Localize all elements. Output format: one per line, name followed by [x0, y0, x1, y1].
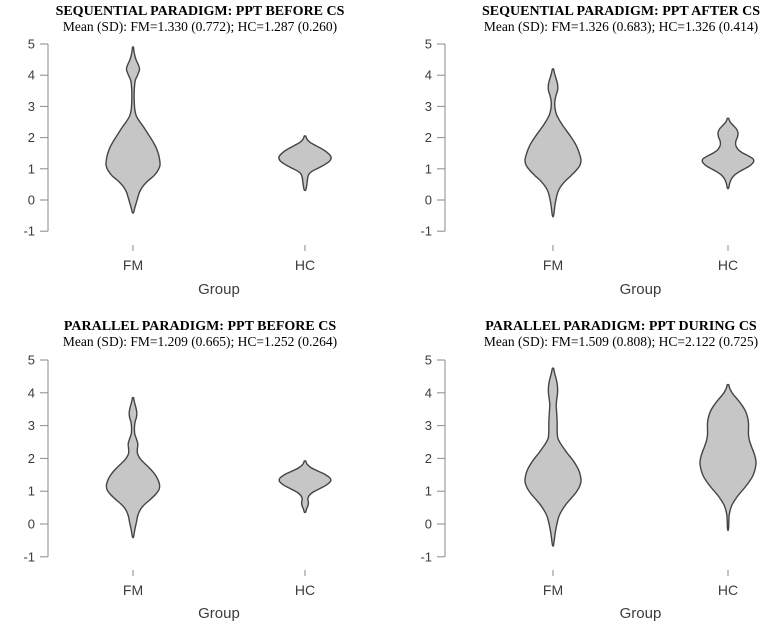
panel-subtitle: Mean (SD): FM=1.330 (0.772); HC=1.287 (0…	[63, 19, 337, 34]
y-tick-label: 2	[425, 130, 432, 145]
panel-parallel-ppt-during: PARALLEL PARADIGM: PPT DURING CS Mean (S…	[383, 313, 767, 626]
y-tick-label: 4	[425, 385, 432, 400]
violin-fm	[105, 397, 161, 539]
y-tick-label: -1	[23, 224, 35, 239]
y-axis: 5 4 3 2 1 0 -1	[23, 37, 49, 239]
y-tick-label: 2	[28, 451, 35, 466]
violin-fm	[524, 367, 582, 547]
y-tick-label: 2	[425, 451, 432, 466]
violin-fm	[524, 68, 582, 218]
panel-title: SEQUENTIAL PARADIGM: PPT AFTER CS	[482, 4, 760, 19]
y-tick-label: 5	[28, 353, 35, 368]
y-tick-label: 3	[425, 418, 432, 433]
x-axis-title: Group	[620, 605, 662, 622]
y-tick-label: 4	[28, 68, 35, 83]
x-tick-label-hc: HC	[718, 257, 738, 273]
x-tick-label-fm: FM	[543, 257, 563, 273]
violin-hc	[701, 117, 755, 190]
x-axis-title: Group	[620, 281, 662, 298]
y-tick-label: -1	[23, 549, 35, 564]
y-tick-label: 3	[28, 418, 35, 433]
x-axis: FM HC Group	[123, 245, 315, 298]
x-tick-label-fm: FM	[123, 257, 143, 273]
panel-parallel-ppt-before: PARALLEL PARADIGM: PPT BEFORE CS Mean (S…	[0, 313, 383, 626]
y-tick-label: 4	[425, 68, 432, 83]
y-tick-label: 0	[28, 193, 35, 208]
y-tick-label: 1	[425, 484, 432, 499]
x-tick-label-hc: HC	[295, 257, 315, 273]
violins	[524, 367, 757, 547]
y-tick-label: 1	[425, 161, 432, 176]
y-tick-label: 3	[425, 99, 432, 114]
violin-hc	[278, 460, 332, 514]
y-tick-label: -1	[420, 224, 432, 239]
y-axis: 5 4 3 2 1 0 -1	[23, 353, 49, 564]
panel-subtitle: Mean (SD): FM=1.509 (0.808); HC=2.122 (0…	[484, 334, 758, 349]
y-axis: 5 4 3 2 1 0 -1	[420, 37, 446, 239]
y-tick-label: 0	[28, 517, 35, 532]
x-tick-label-fm: FM	[123, 582, 143, 598]
y-tick-label: 5	[28, 37, 35, 52]
x-tick-label-hc: HC	[718, 582, 738, 598]
y-tick-label: 1	[28, 484, 35, 499]
y-tick-label: 5	[425, 37, 432, 52]
panel-title: SEQUENTIAL PARADIGM: PPT BEFORE CS	[56, 4, 345, 19]
y-tick-label: -1	[420, 549, 432, 564]
x-axis: FM HC Group	[543, 245, 738, 298]
y-tick-label: 0	[425, 193, 432, 208]
y-tick-label: 4	[28, 385, 35, 400]
x-tick-label-fm: FM	[543, 582, 563, 598]
y-tick-label: 1	[28, 161, 35, 176]
panel-subtitle: Mean (SD): FM=1.326 (0.683); HC=1.326 (0…	[484, 19, 758, 34]
panel-sequential-ppt-before: SEQUENTIAL PARADIGM: PPT BEFORE CS Mean …	[0, 0, 383, 313]
x-axis-title: Group	[198, 281, 240, 298]
violins	[105, 397, 332, 539]
y-tick-label: 0	[425, 517, 432, 532]
x-axis: FM HC Group	[543, 570, 738, 622]
panel-sequential-ppt-after: SEQUENTIAL PARADIGM: PPT AFTER CS Mean (…	[383, 0, 767, 313]
x-axis-title: Group	[198, 605, 240, 622]
panel-title: PARALLEL PARADIGM: PPT DURING CS	[485, 319, 757, 334]
panel-title: PARALLEL PARADIGM: PPT BEFORE CS	[64, 319, 336, 334]
violin-hc	[278, 135, 332, 192]
x-tick-label-hc: HC	[295, 582, 315, 598]
violin-hc	[699, 383, 757, 532]
x-axis: FM HC Group	[123, 570, 315, 622]
y-tick-label: 5	[425, 353, 432, 368]
y-axis: 5 4 3 2 1 0 -1	[420, 353, 446, 564]
y-tick-label: 3	[28, 99, 35, 114]
panel-subtitle: Mean (SD): FM=1.209 (0.665); HC=1.252 (0…	[63, 334, 337, 349]
violins	[105, 46, 332, 214]
y-tick-label: 2	[28, 130, 35, 145]
violin-fm	[105, 46, 161, 214]
violins	[524, 68, 755, 218]
